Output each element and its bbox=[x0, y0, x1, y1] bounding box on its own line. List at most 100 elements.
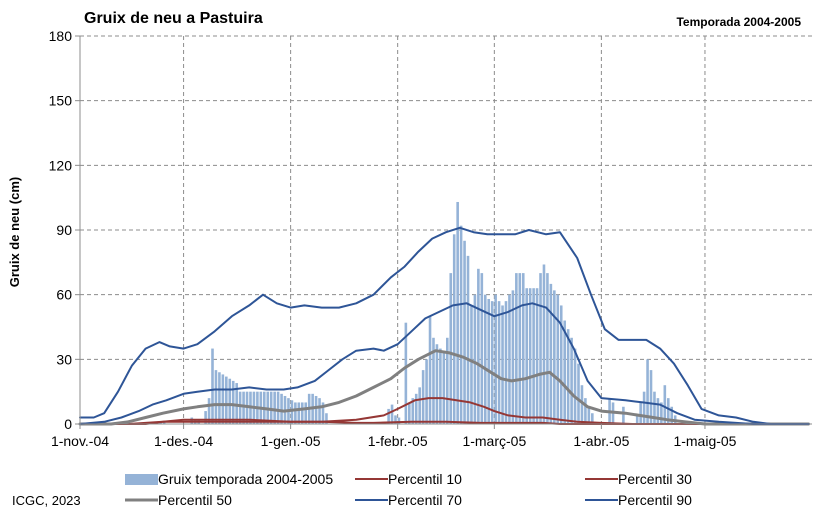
snow-depth-bar bbox=[521, 273, 525, 424]
y-tick-labels: 0 30 60 90 120 150 180 bbox=[49, 28, 73, 432]
snow-depth-bar bbox=[480, 273, 484, 424]
legend-label: Percentil 10 bbox=[388, 471, 462, 487]
snow-depth-bar bbox=[494, 294, 497, 424]
snow-depth-bar bbox=[325, 413, 328, 424]
snow-depth-bar bbox=[535, 288, 539, 424]
x-tick-label: 1-febr.-05 bbox=[368, 433, 428, 449]
snow-depth-bar bbox=[532, 288, 535, 424]
snow-depth-bar bbox=[428, 316, 432, 424]
snow-depth-bar bbox=[546, 273, 549, 424]
snow-depth-bar bbox=[470, 305, 473, 424]
y-tick-label: 30 bbox=[56, 351, 72, 367]
legend-label: Percentil 70 bbox=[388, 492, 462, 508]
snow-depth-bar bbox=[442, 352, 446, 424]
snow-depth-bar bbox=[642, 391, 646, 424]
legend-label: Percentil 90 bbox=[618, 492, 692, 508]
snow-depth-bar bbox=[559, 305, 563, 424]
snow-depth-bar bbox=[497, 301, 501, 424]
legend-label: Percentil 50 bbox=[158, 492, 232, 508]
credit-label: ICGC, 2023 bbox=[12, 493, 81, 508]
snow-depth-bar bbox=[566, 329, 570, 424]
x-tick-labels: 1-nov.-04 1-des.-04 1-gen.-05 1-febr.-05 1-m… bbox=[51, 433, 737, 449]
snow-depth-bar bbox=[483, 294, 487, 424]
snow-depth-bar bbox=[463, 240, 466, 424]
snow-depth-bar bbox=[660, 402, 663, 424]
legend: Gruix temporada 2004-2005 Percentil 10 Per… bbox=[125, 471, 692, 508]
snow-depth-bar bbox=[515, 273, 518, 424]
y-tick-label: 150 bbox=[49, 93, 73, 109]
snow-depth-bar bbox=[238, 391, 242, 424]
x-tick-label: 1-maig-05 bbox=[673, 433, 736, 449]
snow-depth-bar bbox=[563, 320, 566, 424]
snow-depth-bar bbox=[290, 400, 294, 424]
x-tick-label: 1-des.-04 bbox=[154, 433, 213, 449]
snow-depth-bar bbox=[207, 398, 211, 424]
legend-swatch-bar bbox=[125, 474, 158, 485]
snow-depth-bar bbox=[649, 370, 653, 424]
snow-depth-bar bbox=[553, 290, 556, 424]
snow-depth-bar bbox=[418, 387, 421, 424]
snow-depth-bar bbox=[273, 391, 276, 424]
snow-depth-bar bbox=[518, 273, 522, 424]
snow-depth-bar bbox=[573, 348, 577, 424]
snow-depth-bar bbox=[211, 348, 214, 424]
snow-depth-bar bbox=[218, 372, 221, 424]
snow-depth-bar bbox=[314, 395, 318, 424]
snow-depth-bar bbox=[390, 404, 394, 424]
snow-depth-bar bbox=[439, 348, 442, 424]
snow-depth-bar bbox=[421, 370, 425, 424]
snow-depth-bar bbox=[446, 337, 449, 424]
snow-depth-bar bbox=[435, 344, 439, 424]
snow-depth-bar bbox=[214, 370, 218, 424]
snow-depth-bar bbox=[190, 417, 194, 424]
chart-subtitle: Temporada 2004-2005 bbox=[676, 15, 801, 29]
snow-depth-bar bbox=[622, 406, 625, 424]
snow-depth-bar bbox=[408, 402, 411, 424]
snow-depth-bar bbox=[300, 402, 304, 424]
snow-depth-bar bbox=[528, 288, 532, 424]
snow-depth-bar bbox=[653, 391, 656, 424]
snow-depth-bar bbox=[228, 378, 232, 424]
snow-depth-bar bbox=[587, 406, 591, 424]
snow-depth-bar bbox=[656, 398, 660, 424]
snow-depth-bar bbox=[235, 383, 238, 424]
snow-depth-bar bbox=[504, 301, 508, 424]
snow-depth-bar bbox=[269, 391, 273, 424]
snow-depth-bar bbox=[394, 415, 397, 424]
snow-depth-bar bbox=[162, 421, 166, 424]
snow-depth-bar bbox=[321, 402, 325, 424]
snow-depth-bar bbox=[404, 322, 408, 424]
x-tick-label: 1-abr.-05 bbox=[573, 433, 629, 449]
chart-title: Gruix de neu a Pastuira bbox=[84, 10, 263, 27]
y-tick-label: 90 bbox=[56, 222, 72, 238]
snow-depth-bar bbox=[663, 385, 667, 424]
percentil-30-line bbox=[79, 397, 810, 425]
snow-depth-bar bbox=[501, 305, 504, 424]
snow-depth-bar bbox=[452, 234, 456, 424]
snow-depth-bar bbox=[294, 402, 297, 424]
percentil-90-line bbox=[79, 226, 810, 425]
y-tick-label: 120 bbox=[49, 157, 73, 173]
y-tick-label: 180 bbox=[49, 28, 73, 44]
snow-depth-bar bbox=[670, 406, 674, 424]
snow-depth-bar bbox=[456, 201, 459, 424]
snow-depth-bar bbox=[225, 376, 228, 424]
snow-depth-bar bbox=[387, 408, 390, 424]
percentile-lines bbox=[78, 226, 810, 426]
gridlines bbox=[80, 35, 812, 424]
x-tick-label: 1-gen.-05 bbox=[261, 433, 321, 449]
snow-depth-bar bbox=[242, 391, 245, 424]
y-tick-label: 60 bbox=[56, 287, 72, 303]
snow-depth-bar bbox=[414, 393, 418, 424]
snow-depth-bar bbox=[639, 402, 642, 424]
snow-depth-bar bbox=[580, 385, 584, 424]
y-tick-label: 0 bbox=[64, 416, 72, 432]
snow-depth-bar bbox=[577, 363, 580, 424]
snow-depth-bar bbox=[280, 393, 283, 424]
snow-depth-bar bbox=[411, 398, 415, 424]
snow-depth-bar bbox=[584, 398, 587, 424]
percentil-10-line bbox=[79, 420, 810, 425]
snow-depth-bar bbox=[477, 268, 480, 424]
snow-depth-bar bbox=[449, 273, 453, 424]
